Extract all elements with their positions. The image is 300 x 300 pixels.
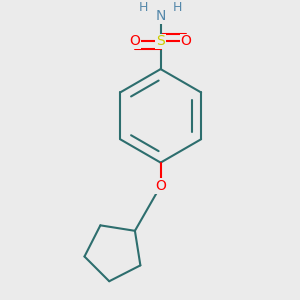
Text: H: H: [173, 1, 182, 14]
Text: H: H: [139, 1, 148, 14]
Text: S: S: [156, 34, 165, 49]
Text: O: O: [130, 34, 141, 49]
Text: O: O: [181, 34, 192, 49]
Text: O: O: [155, 179, 166, 193]
Text: N: N: [155, 9, 166, 23]
